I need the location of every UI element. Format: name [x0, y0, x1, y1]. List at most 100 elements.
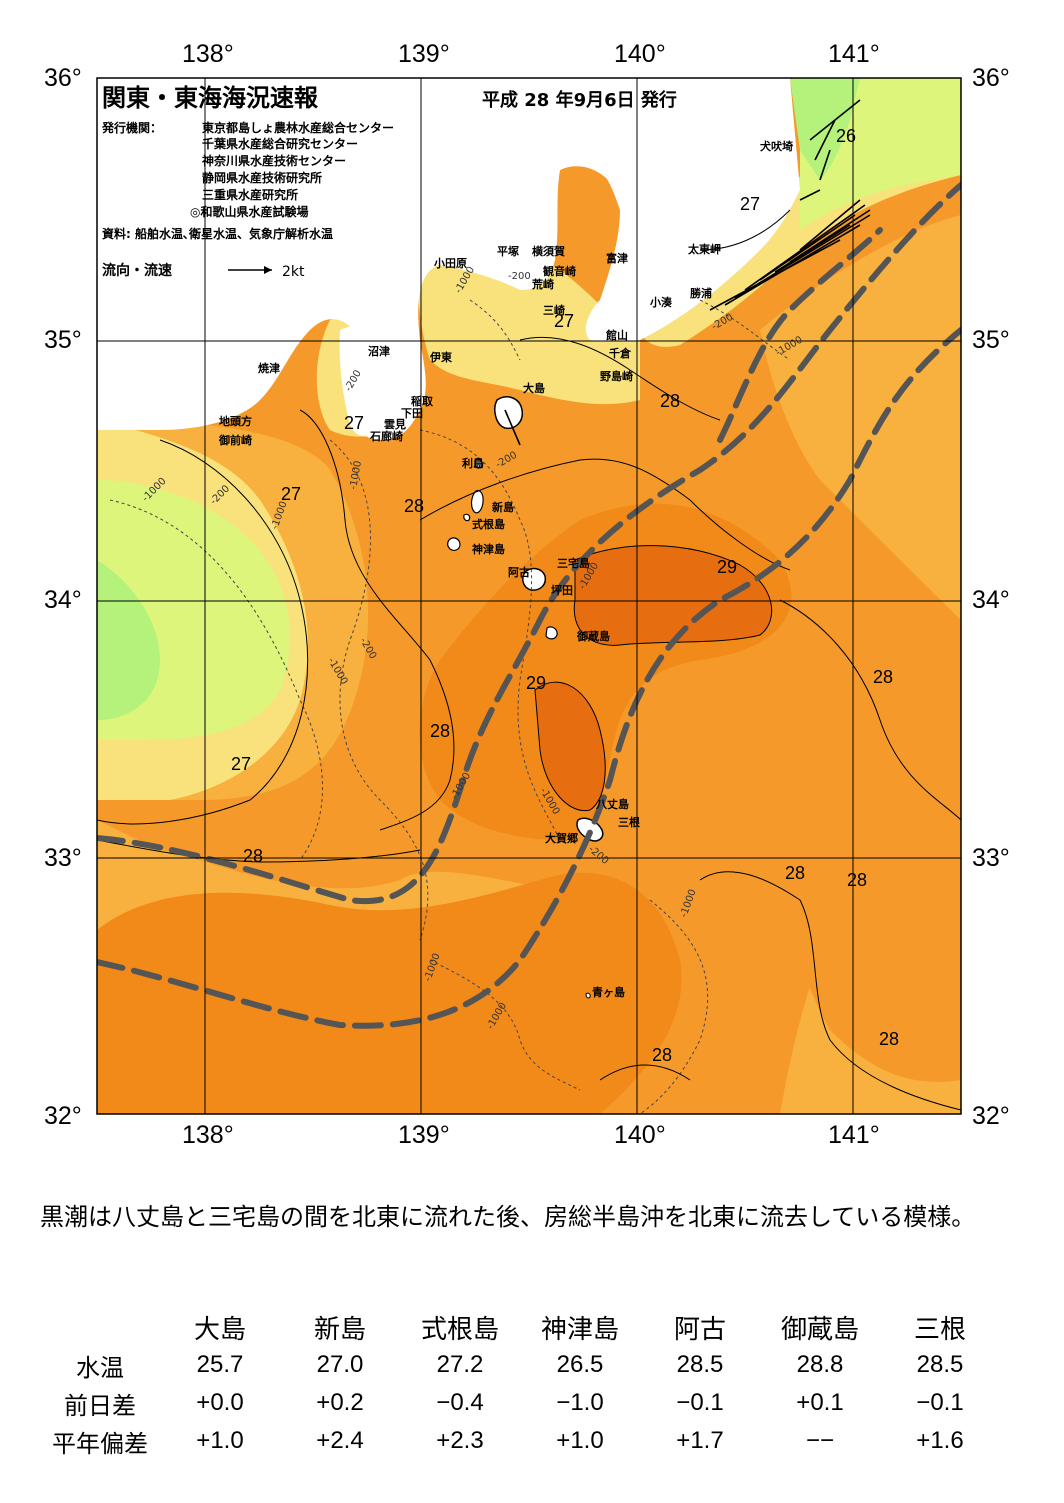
place-arasaki: 荒崎 [531, 277, 554, 291]
place-taitomisaki: 太東岬 [687, 242, 721, 256]
place-shimoda: 下田 [401, 407, 423, 420]
zone-29-south [535, 682, 606, 811]
table-cell: +0.0 [196, 1389, 244, 1416]
place-kannonzaki: 観音崎 [543, 264, 576, 278]
isotherm-label: 28 [404, 496, 424, 516]
lat-right-32: 32° [972, 1102, 1010, 1130]
place-katsuura: 勝浦 [690, 286, 712, 300]
depth-contours [109, 299, 791, 1114]
isotherm-label: 28 [652, 1045, 672, 1065]
issue-date: 平成 28 年9月6日 発行 [482, 89, 677, 111]
isotherm-labels: 26 27 27 27 27 27 28 28 28 28 28 28 28 2… [231, 126, 899, 1065]
island-mikurajima [545, 626, 558, 640]
table-cell: +1.6 [916, 1427, 964, 1454]
lon-bottom-139: 139° [398, 1121, 450, 1149]
depth-label-200: -200 [508, 271, 531, 282]
place-yaizu: 焼津 [258, 361, 280, 375]
isotherm-label: 27 [281, 484, 301, 504]
place-misaki: 三崎 [543, 303, 565, 317]
place-aogashima: 青ヶ島 [592, 985, 625, 999]
isotherm-label: 28 [785, 863, 805, 883]
lon-bottom-138: 138° [182, 1121, 234, 1149]
lat-right-33: 33° [972, 844, 1010, 872]
isotherm-label: 29 [526, 673, 546, 693]
column-header: 神津島 [540, 1314, 619, 1345]
table-cell: +0.1 [796, 1389, 844, 1416]
table-cell: +1.0 [556, 1427, 604, 1454]
place-ito: 伊東 [429, 350, 453, 364]
island-kozushima [447, 537, 461, 551]
issuer-3: 神奈川県水産技術センター [202, 153, 346, 168]
place-miyakejima: 三宅島 [557, 556, 590, 570]
place-irozaki: 石廊崎 [369, 429, 403, 443]
island-temperature-table: 大島 新島 式根島 神津島 阿古 御蔵島 三根 水温 25.7 27.0 27.… [40, 1308, 1000, 1460]
table-cell: 28.5 [676, 1351, 724, 1378]
table-cell: 27.2 [436, 1351, 484, 1378]
table-row: 平年偏差 +1.0 +2.4 +2.3 +1.0 +1.7 −− +1.6 [40, 1422, 1000, 1460]
column-header: 阿古 [673, 1314, 726, 1345]
place-hiratsuka: 平塚 [497, 244, 519, 258]
table-cell: 27.0 [316, 1351, 364, 1378]
column-header: 大島 [193, 1314, 246, 1345]
land-boso [560, 78, 800, 341]
table-cell: 25.7 [196, 1351, 244, 1378]
zone-28-east [791, 600, 961, 1082]
lon-top-138: 138° [182, 40, 234, 68]
place-jitogata: 地頭方 [219, 414, 252, 428]
table-cell: +2.3 [436, 1427, 484, 1454]
place-nojimazaki: 野島崎 [600, 369, 633, 383]
table-cell: 28.8 [796, 1351, 844, 1378]
lon-top-140: 140° [614, 40, 666, 68]
lat-left-33: 33° [44, 844, 82, 872]
lat-left-34: 34° [44, 586, 82, 614]
place-kozushima: 神津島 [472, 542, 505, 556]
place-kominato: 小湊 [649, 295, 672, 309]
place-niijima: 新島 [492, 500, 514, 514]
place-chikura: 千倉 [609, 346, 632, 360]
place-odawara: 小田原 [433, 256, 467, 270]
map-title: 関東・東海海況速報 [102, 84, 319, 112]
issuer-label: 発行機関： [101, 120, 162, 135]
place-labels: 犬吠埼 太東岬 勝浦 小湊 富津 館山 千倉 野島崎 観音崎 平塚 横須賀 荒崎… [218, 139, 793, 999]
current-legend-label: 流向・流速 [102, 262, 172, 279]
lon-bottom-141: 141° [828, 1121, 880, 1149]
isotherm-label: 28 [873, 667, 893, 687]
isotherm-label: 28 [660, 391, 680, 411]
island-oshima [494, 396, 524, 430]
isotherm-label: 29 [717, 557, 737, 577]
place-okago: 大賀郷 [545, 831, 578, 845]
lat-left-32: 32° [44, 1102, 82, 1130]
island-toshima [474, 458, 483, 469]
graticule [97, 78, 961, 1114]
lat-left-35: 35° [44, 326, 82, 354]
issuer-2: 千葉県水産総合研究センター [202, 136, 358, 151]
place-toshima: 利島 [462, 456, 484, 470]
zone-27-boso [640, 140, 961, 347]
isotherm-label: 28 [847, 870, 867, 890]
isotherm-label: 27 [740, 194, 760, 214]
isotherms [97, 209, 961, 1111]
table-corner [40, 1308, 160, 1346]
place-inubosaki: 犬吠埼 [760, 139, 793, 153]
isotherm-label: 27 [231, 754, 251, 774]
map-header: 関東・東海海況速報 平成 28 年9月6日 発行 発行機関： 東京都島しょ農林水… [101, 84, 677, 280]
table-cell: +2.4 [316, 1427, 364, 1454]
map-frame [96, 77, 962, 1115]
table-row: 前日差 +0.0 +0.2 −0.4 −1.0 −0.1 +0.1 −0.1 [40, 1384, 1000, 1422]
table-cell: −0.1 [676, 1389, 724, 1416]
lon-bottom-140: 140° [614, 1121, 666, 1149]
issuer-5: 三重県水産研究所 [202, 187, 298, 202]
land-izu [339, 326, 392, 437]
place-shikinejima: 式根島 [472, 517, 505, 531]
lon-top-139: 139° [398, 40, 450, 68]
isotherm-label: 28 [243, 846, 263, 866]
place-mikurajima: 御蔵島 [576, 629, 610, 643]
place-numazu: 沼津 [368, 344, 390, 358]
place-tsubota: 坪田 [551, 584, 573, 597]
place-ako: 阿古 [508, 565, 530, 579]
isotherm-label: 26 [836, 126, 856, 146]
table-row: 水温 25.7 27.0 27.2 26.5 28.5 28.8 28.5 [40, 1346, 1000, 1384]
zone-29-east [574, 545, 772, 646]
current-vectors [504, 99, 871, 446]
table-header-row: 大島 新島 式根島 神津島 阿古 御蔵島 三根 [40, 1308, 1000, 1346]
